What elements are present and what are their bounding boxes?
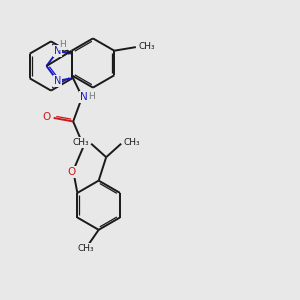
Text: N: N: [54, 76, 61, 86]
Text: O: O: [42, 112, 51, 122]
Text: CH₃: CH₃: [72, 138, 89, 147]
Text: H: H: [59, 40, 66, 49]
Text: N: N: [80, 92, 88, 102]
Text: O: O: [68, 167, 76, 177]
Text: CH₃: CH₃: [138, 42, 155, 51]
Text: N: N: [54, 46, 61, 56]
Text: CH₃: CH₃: [77, 244, 94, 253]
Text: CH₃: CH₃: [124, 138, 140, 147]
Text: H: H: [88, 92, 95, 101]
